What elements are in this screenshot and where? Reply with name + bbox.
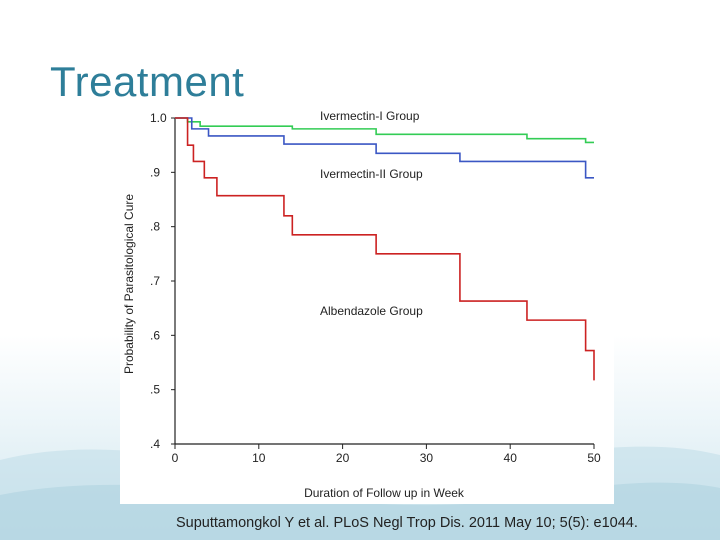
y-axis-label: Probability of Parasitological Cure — [122, 194, 136, 374]
y-tick-label: .7 — [150, 274, 160, 288]
x-tick-label: 0 — [172, 451, 179, 465]
y-tick-label: .9 — [150, 165, 160, 179]
chart-panel: .4 .5 .6 .7 .8 .9 1.0 0 10 20 30 40 50 Probability … — [120, 108, 614, 504]
x-tick-label: 10 — [252, 451, 266, 465]
series-line-albendazole — [175, 117, 595, 381]
slide-title: Treatment — [50, 58, 245, 105]
y-tick-label: .4 — [150, 437, 160, 451]
y-tick-label: 1.0 — [150, 111, 167, 125]
y-tick-label: .5 — [150, 383, 160, 397]
series-label-ivermectin-ii: Ivermectin-II Group — [320, 167, 423, 181]
x-axis-label: Duration of Follow up in Week — [304, 486, 465, 500]
citation: Suputtamongkol Y et al. PLoS Negl Trop D… — [176, 515, 638, 531]
y-tick-label: .8 — [150, 220, 160, 234]
series-line-ivermectin-ii — [175, 117, 594, 179]
x-tick-label: 30 — [420, 451, 434, 465]
series-label-ivermectin-i: Ivermectin-I Group — [320, 109, 420, 123]
x-tick-label: 20 — [336, 451, 350, 465]
y-tick-label: .6 — [150, 328, 160, 342]
x-tick-label: 40 — [504, 451, 518, 465]
kaplan-meier-chart: .4 .5 .6 .7 .8 .9 1.0 0 10 20 30 40 50 Probability … — [122, 109, 601, 500]
series-line-ivermectin-i — [175, 117, 594, 144]
x-tick-label: 50 — [587, 451, 601, 465]
series-label-albendazole: Albendazole Group — [320, 304, 423, 318]
